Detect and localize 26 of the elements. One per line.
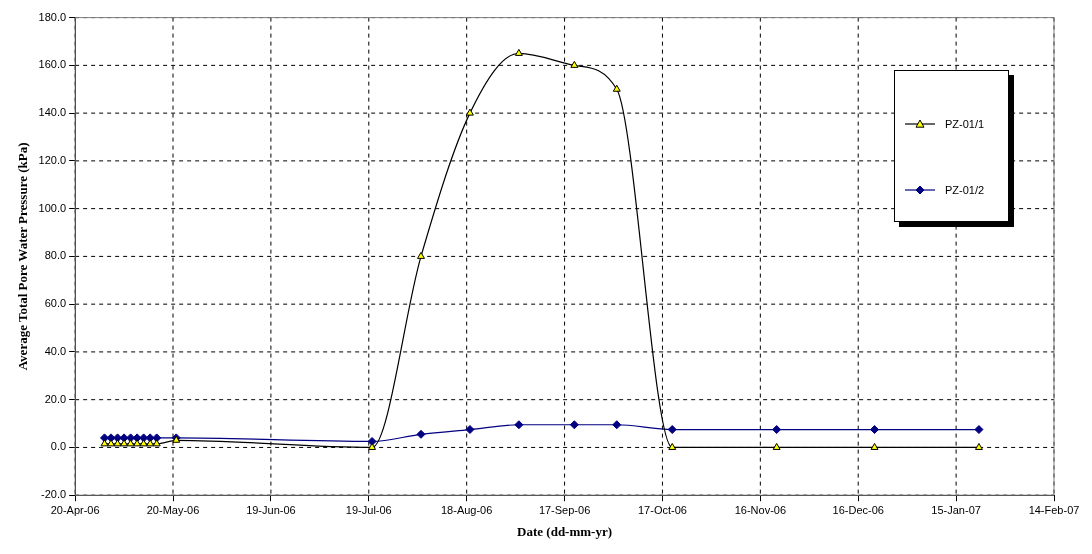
x-tick-label: 15-Jan-07	[931, 503, 981, 516]
y-tick-label: 0.0	[50, 440, 67, 453]
legend-label: PZ-01/2	[945, 183, 985, 196]
y-tick-label: 140.0	[38, 106, 67, 119]
x-tick-label: 16-Nov-06	[734, 503, 787, 516]
x-tick-label: 19-Jul-06	[345, 503, 392, 516]
x-tick-label: 20-Apr-06	[50, 503, 100, 516]
y-tick-label: 160.0	[38, 58, 67, 71]
y-tick-label: 60.0	[44, 297, 67, 310]
x-tick-label: 17-Oct-06	[637, 503, 687, 516]
x-tick-label: 19-Jun-06	[246, 503, 296, 516]
y-tick-label: 180.0	[38, 10, 67, 23]
x-tick-label: 17-Sep-06	[538, 503, 591, 516]
x-axis-title: Date (dd-mm-yr)	[517, 523, 613, 539]
y-tick-label: 40.0	[44, 344, 67, 357]
x-tick-label: 14-Feb-07	[1028, 503, 1080, 516]
x-tick-label: 16-Dec-06	[832, 503, 884, 516]
x-tick-label: 20-May-06	[146, 503, 200, 516]
legend-label: PZ-01/1	[945, 117, 985, 130]
y-tick-label: 100.0	[38, 201, 67, 214]
y-tick-label: 120.0	[38, 153, 67, 166]
y-tick-label: -20.0	[41, 488, 67, 501]
y-tick-label: 80.0	[44, 249, 67, 262]
x-tick-label: 18-Aug-06	[440, 503, 493, 516]
y-axis-title: Average Total Pore Water Pressure (kPa)	[15, 142, 31, 371]
y-tick-label: 20.0	[44, 392, 67, 405]
